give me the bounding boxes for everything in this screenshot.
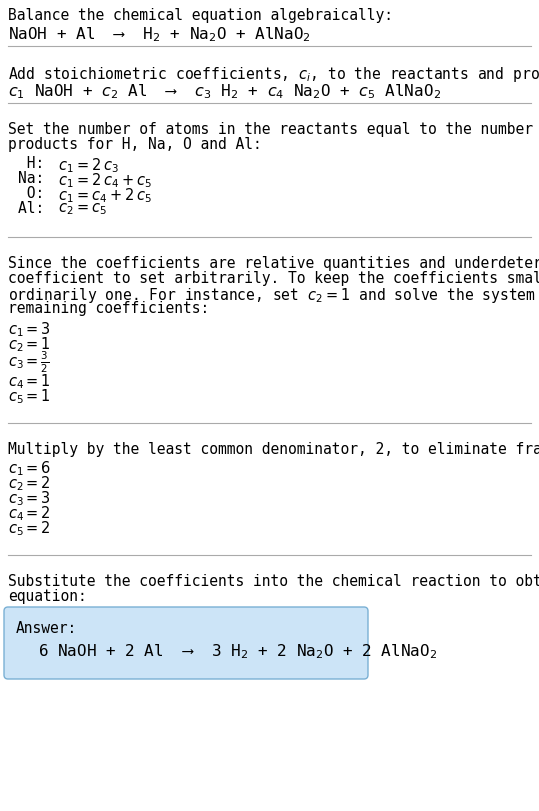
Text: $c_1 = c_4 + 2\,c_5$: $c_1 = c_4 + 2\,c_5$ [50, 186, 152, 204]
Text: Multiply by the least common denominator, 2, to eliminate fractional coefficient: Multiply by the least common denominator… [8, 441, 539, 457]
Text: 6 NaOH + 2 Al  ⟶  3 H$_2$ + 2 Na$_2$O + 2 AlNaO$_2$: 6 NaOH + 2 Al ⟶ 3 H$_2$ + 2 Na$_2$O + 2 … [38, 642, 437, 660]
Text: $c_2 = c_5$: $c_2 = c_5$ [50, 201, 107, 217]
Text: $c_2 = 1$: $c_2 = 1$ [8, 335, 51, 354]
Text: Set the number of atoms in the reactants equal to the number of atoms in the: Set the number of atoms in the reactants… [8, 122, 539, 137]
Text: Substitute the coefficients into the chemical reaction to obtain the balanced: Substitute the coefficients into the che… [8, 573, 539, 588]
Text: NaOH + Al  ⟶  H$_2$ + Na$_2$O + AlNaO$_2$: NaOH + Al ⟶ H$_2$ + Na$_2$O + AlNaO$_2$ [8, 25, 311, 44]
Text: $c_4 = 2$: $c_4 = 2$ [8, 504, 51, 522]
Text: $c_1 = 2\,c_4 + c_5$: $c_1 = 2\,c_4 + c_5$ [50, 171, 152, 190]
Text: Answer:: Answer: [16, 620, 77, 635]
Text: products for H, Na, O and Al:: products for H, Na, O and Al: [8, 137, 262, 152]
Text: coefficient to set arbitrarily. To keep the coefficients small, the arbitrary va: coefficient to set arbitrarily. To keep … [8, 271, 539, 285]
Text: $c_1 = 3$: $c_1 = 3$ [8, 320, 51, 338]
Text: $c_5 = 2$: $c_5 = 2$ [8, 518, 51, 537]
Text: Since the coefficients are relative quantities and underdetermined, choose a: Since the coefficients are relative quan… [8, 255, 539, 271]
Text: $c_5 = 1$: $c_5 = 1$ [8, 387, 51, 406]
Text: $c_1 = 6$: $c_1 = 6$ [8, 458, 51, 477]
Text: Na:: Na: [18, 171, 53, 186]
Text: $c_1 = 2\,c_3$: $c_1 = 2\,c_3$ [50, 156, 119, 174]
Text: $c_3 = \frac{3}{2}$: $c_3 = \frac{3}{2}$ [8, 350, 50, 375]
Text: Add stoichiometric coefficients, $c_i$, to the reactants and products:: Add stoichiometric coefficients, $c_i$, … [8, 65, 539, 84]
Text: ordinarily one. For instance, set $c_2 = 1$ and solve the system of equations fo: ordinarily one. For instance, set $c_2 =… [8, 285, 539, 305]
Text: O:: O: [18, 186, 53, 201]
Text: $c_1$ NaOH + $c_2$ Al  ⟶  $c_3$ H$_2$ + $c_4$ Na$_2$O + $c_5$ AlNaO$_2$: $c_1$ NaOH + $c_2$ Al ⟶ $c_3$ H$_2$ + $c… [8, 82, 441, 101]
Text: H:: H: [18, 156, 53, 171]
Text: $c_3 = 3$: $c_3 = 3$ [8, 488, 51, 507]
Text: equation:: equation: [8, 588, 87, 603]
Text: Balance the chemical equation algebraically:: Balance the chemical equation algebraica… [8, 8, 393, 23]
FancyBboxPatch shape [4, 607, 368, 679]
Text: Al:: Al: [18, 201, 53, 216]
Text: remaining coefficients:: remaining coefficients: [8, 301, 209, 315]
Text: $c_2 = 2$: $c_2 = 2$ [8, 474, 51, 492]
Text: $c_4 = 1$: $c_4 = 1$ [8, 371, 51, 390]
